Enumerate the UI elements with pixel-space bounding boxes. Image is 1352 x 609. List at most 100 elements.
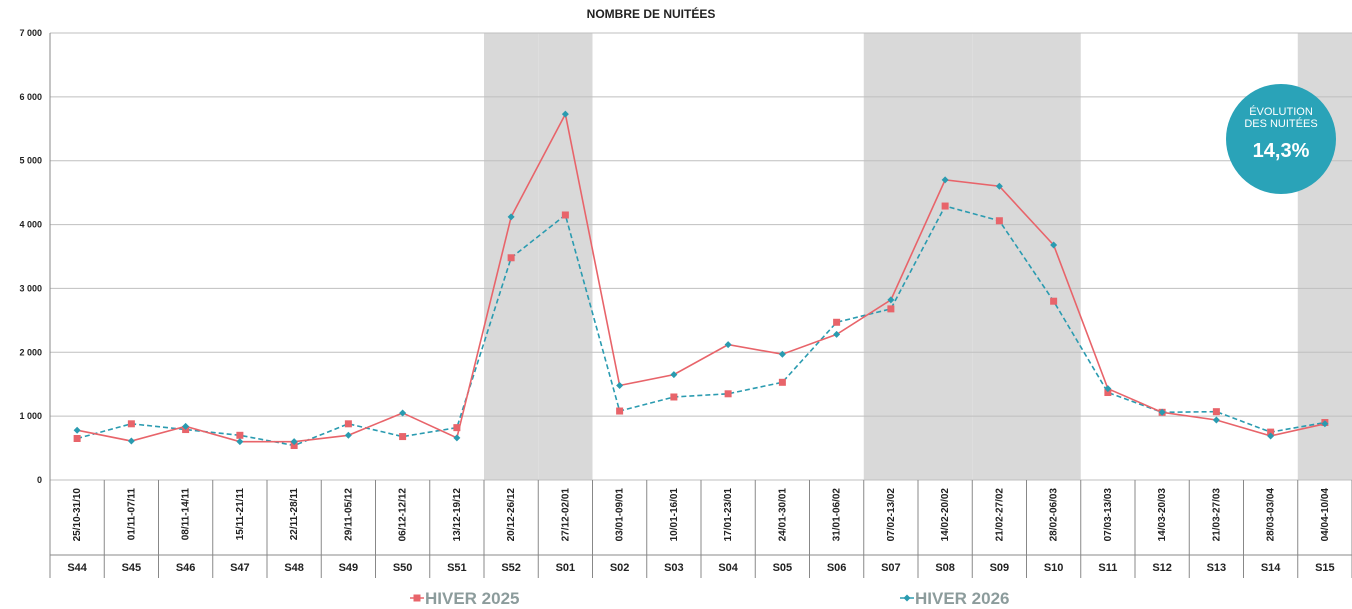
marker <box>1104 385 1112 393</box>
marker <box>236 438 244 446</box>
marker <box>887 296 895 304</box>
marker <box>1050 297 1058 305</box>
holiday-band <box>863 33 918 480</box>
x-tick-label: S13 <box>1207 562 1227 574</box>
x-tick-label: S50 <box>393 562 413 574</box>
x-tick-label: S04 <box>718 562 738 574</box>
marker <box>670 393 678 401</box>
series-line <box>76 111 1326 443</box>
marker <box>182 422 190 430</box>
x-date-label: 20/12-26/12 <box>506 488 517 542</box>
x-date-label: 01/11-07/11 <box>126 488 137 541</box>
marker <box>616 407 624 415</box>
marker <box>833 330 841 338</box>
x-date-label: 06/12-12/12 <box>398 488 409 542</box>
marker <box>616 381 624 389</box>
badge-label: ÉVOLUTION DES NUITÉES <box>1244 106 1318 130</box>
x-date-label: 08/11-14/11 <box>181 488 192 541</box>
x-tick-label: S11 <box>1098 562 1117 574</box>
x-date-label: 21/02-27/02 <box>994 488 1005 542</box>
marker <box>724 341 732 349</box>
marker <box>399 409 407 417</box>
marker <box>1158 408 1166 416</box>
x-tick-label: S52 <box>501 562 521 574</box>
marker <box>778 378 786 386</box>
x-tick-label: S03 <box>664 562 684 574</box>
y-tick-label: 7 000 <box>19 28 42 38</box>
marker <box>833 318 841 326</box>
marker <box>453 434 461 442</box>
marker <box>561 211 569 219</box>
marker <box>507 213 515 221</box>
marker <box>941 176 949 184</box>
marker <box>995 217 1003 225</box>
marker <box>127 420 135 428</box>
marker <box>1050 241 1058 249</box>
chart-title: NOMBRE DE NUITÉES <box>587 6 716 21</box>
marker <box>453 424 461 432</box>
badge-value: 14,3% <box>1252 140 1310 162</box>
legend-label: HIVER 2025 <box>425 589 520 608</box>
series-line <box>76 205 1326 447</box>
x-tick-label: S01 <box>556 562 576 574</box>
x-date-label: 13/12-19/12 <box>452 488 463 542</box>
marker <box>290 442 298 450</box>
marker <box>507 254 515 262</box>
marker <box>670 371 678 379</box>
marker <box>995 182 1003 190</box>
marker <box>73 426 81 434</box>
x-tick-label: S15 <box>1315 562 1335 574</box>
x-tick-label: S14 <box>1261 562 1281 574</box>
x-date-label: 15/11-21/11 <box>235 488 246 541</box>
marker <box>1212 408 1220 416</box>
holiday-band <box>1026 33 1081 480</box>
legend-marker <box>413 594 421 602</box>
x-tick-label: S51 <box>447 562 467 574</box>
x-tick-label: S49 <box>339 562 359 574</box>
x-date-label: 29/11-05/12 <box>343 488 354 541</box>
x-tick-label: S45 <box>122 562 142 574</box>
x-date-label: 31/01-06/02 <box>832 488 843 542</box>
x-tick-label: S47 <box>230 562 250 574</box>
y-tick-label: 4 000 <box>19 220 42 230</box>
x-tick-label: S06 <box>827 562 847 574</box>
marker <box>887 305 895 313</box>
marker <box>1212 416 1220 424</box>
x-tick-label: S07 <box>881 562 901 574</box>
y-tick-label: 6 000 <box>19 92 42 102</box>
x-date-label: 14/03-20/03 <box>1157 488 1168 542</box>
x-date-label: 28/02-06/03 <box>1049 488 1060 542</box>
marker <box>1267 432 1275 440</box>
marker <box>344 431 352 439</box>
x-date-label: 14/02-20/02 <box>940 488 951 542</box>
x-tick-label: S10 <box>1044 562 1064 574</box>
x-tick-label: S05 <box>773 562 793 574</box>
holiday-band <box>538 33 593 480</box>
x-date-label: 07/02-13/02 <box>886 488 897 542</box>
marker <box>941 202 949 210</box>
marker <box>127 437 135 445</box>
marker <box>724 390 732 398</box>
x-tick-label: S44 <box>67 562 87 574</box>
y-tick-label: 3 000 <box>19 283 42 293</box>
x-date-label: 24/01-30/01 <box>777 488 788 542</box>
x-tick-label: S09 <box>990 562 1010 574</box>
x-date-label: 25/10-31/10 <box>72 488 83 542</box>
evolution-badge: ÉVOLUTION DES NUITÉES 14,3% <box>1226 84 1336 194</box>
marker <box>73 434 81 442</box>
x-date-label: 07/03-13/03 <box>1103 488 1114 542</box>
marker <box>399 433 407 441</box>
x-date-label: 04/04-10/04 <box>1320 488 1331 542</box>
x-date-label: 22/11-28/11 <box>289 488 300 541</box>
x-date-label: 21/03-27/03 <box>1211 488 1222 542</box>
x-date-label: 10/01-16/01 <box>669 488 680 542</box>
y-tick-label: 0 <box>37 475 42 485</box>
marker <box>236 431 244 439</box>
marker <box>1321 420 1329 428</box>
x-date-label: 28/03-03/04 <box>1266 488 1277 542</box>
y-tick-label: 2 000 <box>19 347 42 357</box>
x-tick-label: S08 <box>935 562 955 574</box>
x-tick-label: S02 <box>610 562 630 574</box>
x-date-label: 27/12-02/01 <box>560 488 571 542</box>
